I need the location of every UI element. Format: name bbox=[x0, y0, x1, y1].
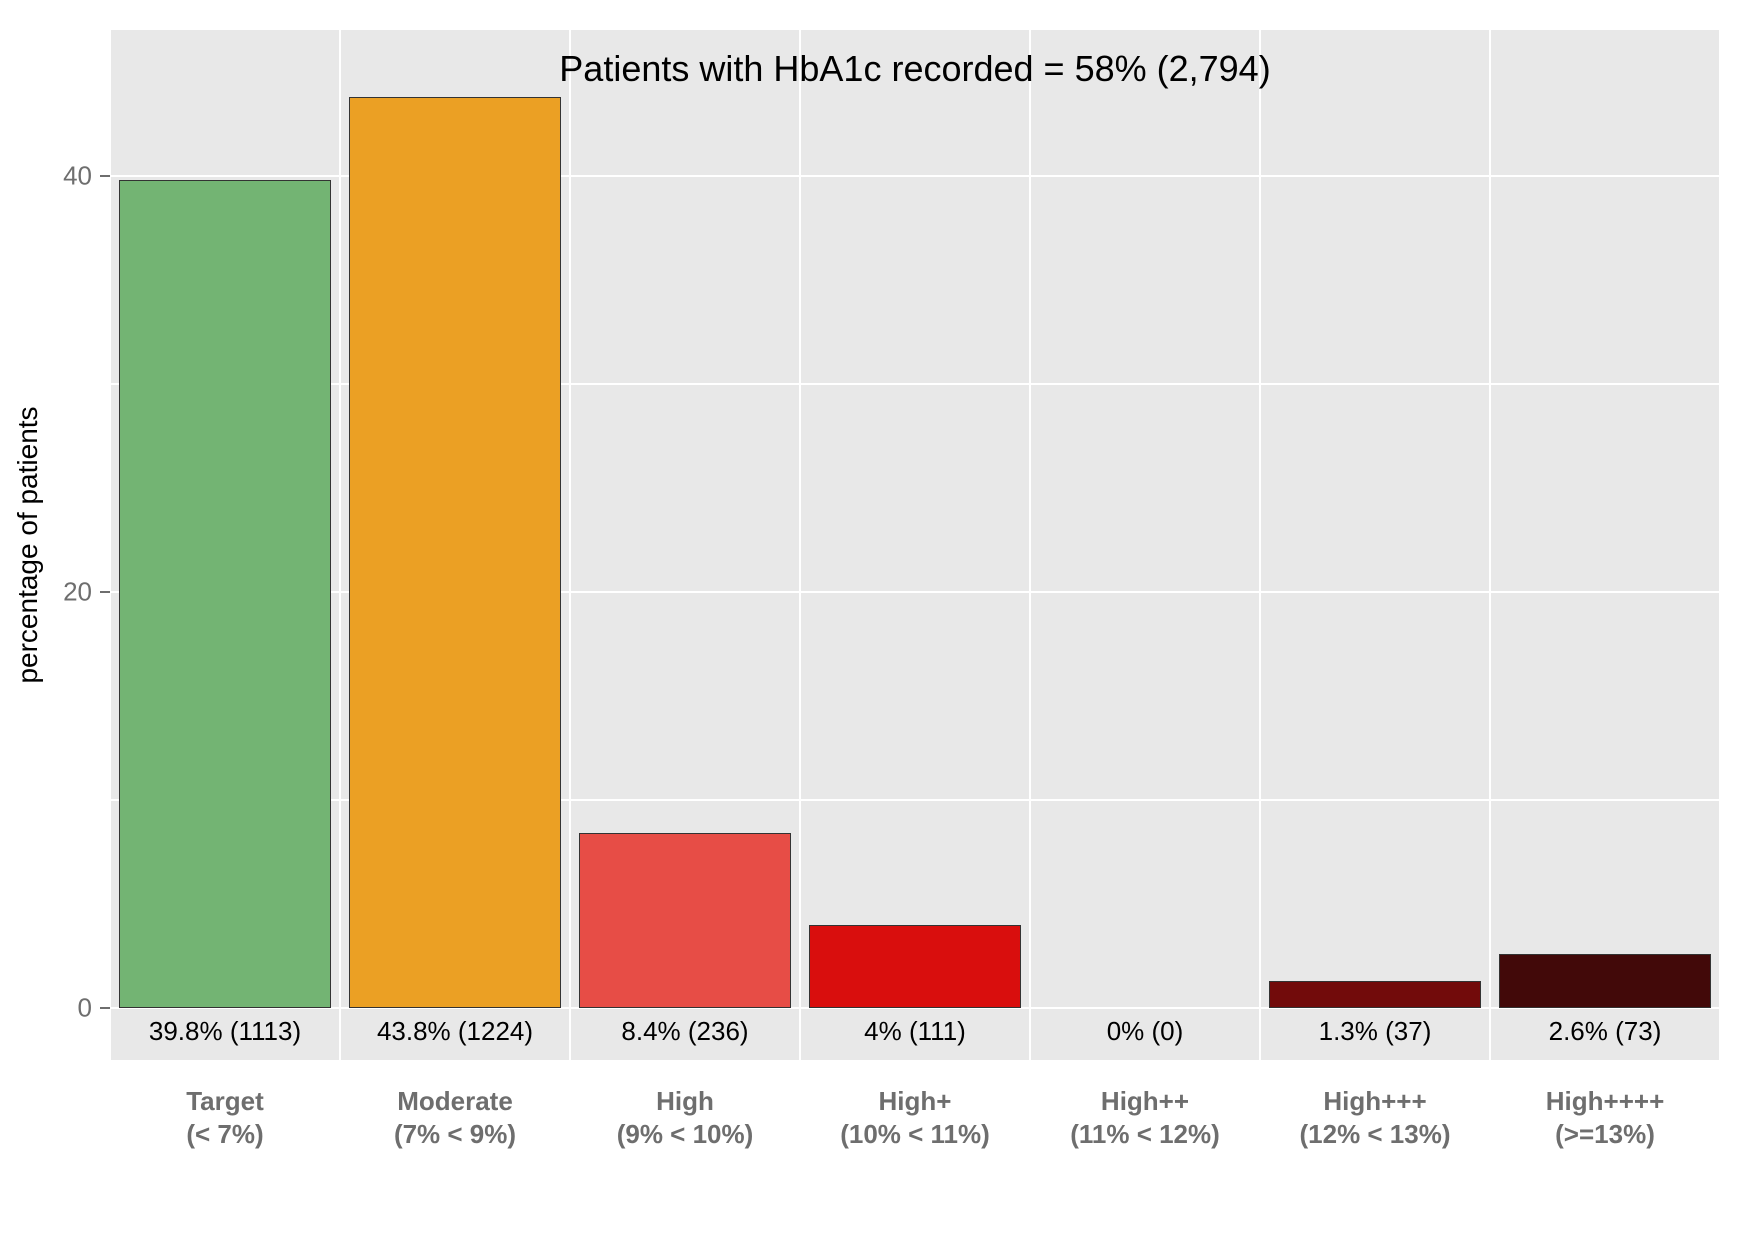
chart-title: Patients with HbA1c recorded = 58% (2,79… bbox=[110, 48, 1720, 90]
x-category-label: Target (< 7%) bbox=[110, 1085, 340, 1150]
gridline-vertical bbox=[569, 30, 571, 1060]
gridline-vertical bbox=[339, 30, 341, 1060]
y-tick-mark bbox=[100, 175, 110, 177]
gridline-vertical bbox=[109, 30, 111, 1060]
y-tick-mark bbox=[100, 591, 110, 593]
bar bbox=[119, 180, 331, 1008]
bar bbox=[579, 833, 791, 1008]
y-tick-mark bbox=[100, 1007, 110, 1009]
bar-value-label: 0% (0) bbox=[1030, 1016, 1260, 1047]
x-category-label: Moderate (7% < 9%) bbox=[340, 1085, 570, 1150]
bar-value-label: 43.8% (1224) bbox=[340, 1016, 570, 1047]
x-category-label: High+++ (12% < 13%) bbox=[1260, 1085, 1490, 1150]
y-axis-label: percentage of patients bbox=[12, 406, 44, 683]
gridline-vertical bbox=[1259, 30, 1261, 1060]
gridline-vertical bbox=[799, 30, 801, 1060]
bar bbox=[1269, 981, 1481, 1008]
y-tick-label: 20 bbox=[63, 576, 92, 607]
bar bbox=[1499, 954, 1711, 1008]
bar-value-label: 39.8% (1113) bbox=[110, 1016, 340, 1047]
bar-value-label: 1.3% (37) bbox=[1260, 1016, 1490, 1047]
bar-value-label: 4% (111) bbox=[800, 1016, 1030, 1047]
y-tick-label: 0 bbox=[78, 992, 92, 1023]
gridline-vertical bbox=[1029, 30, 1031, 1060]
gridline-vertical bbox=[1719, 30, 1721, 1060]
x-category-label: High++ (11% < 12%) bbox=[1030, 1085, 1260, 1150]
bar-value-label: 8.4% (236) bbox=[570, 1016, 800, 1047]
x-category-label: High (9% < 10%) bbox=[570, 1085, 800, 1150]
x-category-label: High++++ (>=13%) bbox=[1490, 1085, 1720, 1150]
plot-area bbox=[110, 30, 1720, 1060]
gridline-vertical bbox=[1489, 30, 1491, 1060]
bar bbox=[809, 925, 1021, 1008]
hba1c-bar-chart: percentage of patients Patients with HbA… bbox=[0, 0, 1752, 1239]
bar-value-label: 2.6% (73) bbox=[1490, 1016, 1720, 1047]
bar bbox=[349, 97, 561, 1008]
y-tick-label: 40 bbox=[63, 160, 92, 191]
x-category-label: High+ (10% < 11%) bbox=[800, 1085, 1030, 1150]
